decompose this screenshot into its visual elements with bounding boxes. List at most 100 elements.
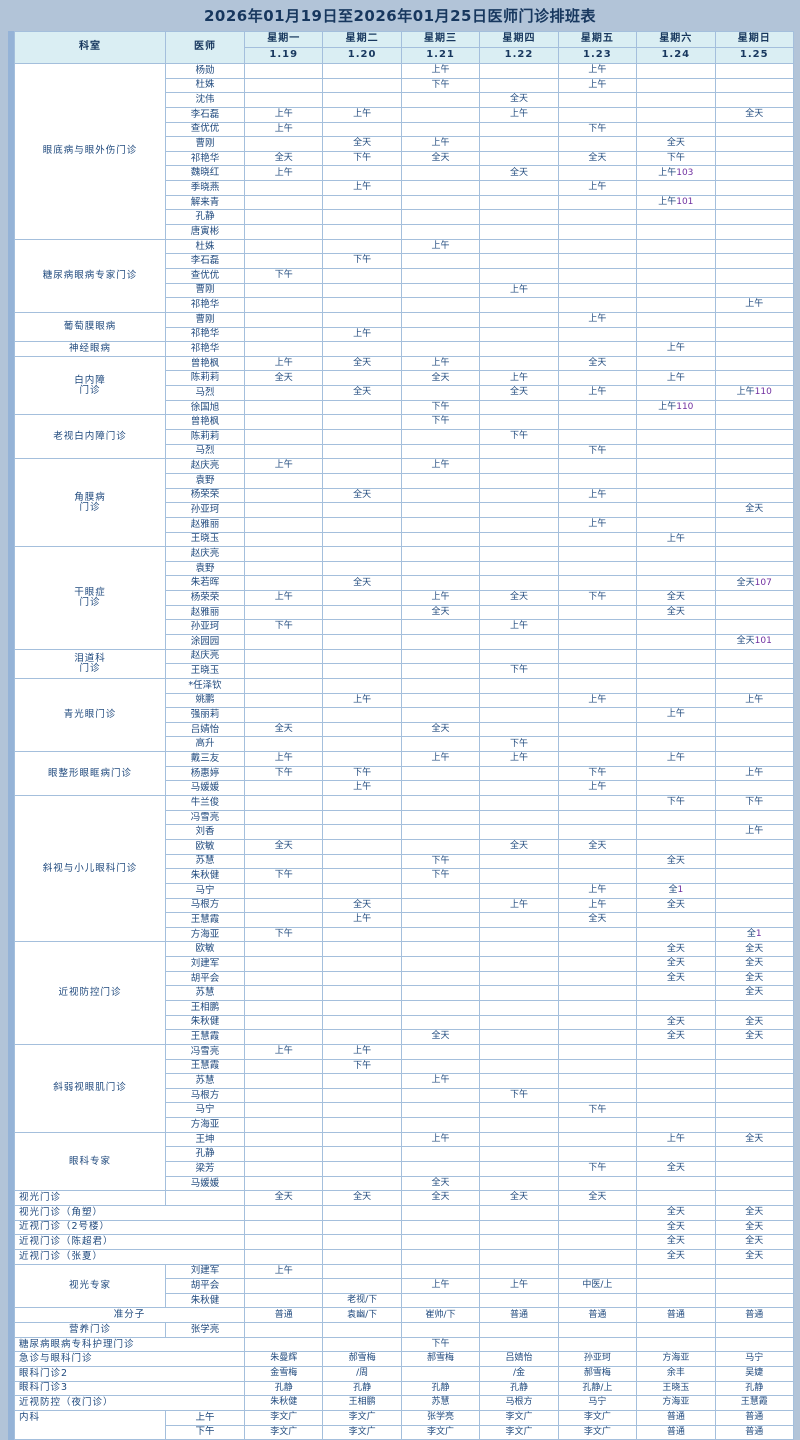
schedule-cell: [557, 136, 638, 152]
schedule-cell: [714, 487, 795, 504]
schedule-cell: 王相鹏: [322, 1395, 402, 1411]
schedule-cell: 全1: [636, 882, 716, 899]
schedule-cell: [243, 1102, 324, 1119]
schedule-cell: [636, 1146, 716, 1163]
schedule-cell: 全天: [714, 1204, 795, 1221]
schedule-cell: [400, 516, 481, 533]
schedule-cell: [243, 809, 324, 826]
schedule-cell: 下午: [636, 150, 716, 167]
doctor-cell: 马烈: [165, 443, 245, 460]
schedule-cell: [714, 1292, 795, 1309]
schedule-cell: [479, 1000, 559, 1016]
schedule-cell: 全天: [636, 1204, 716, 1221]
schedule-cell: [479, 1102, 559, 1119]
schedule-cell: [400, 1117, 481, 1133]
schedule-cell: [636, 838, 716, 855]
schedule-cell: 下午: [322, 253, 402, 269]
schedule-cell: [243, 1219, 324, 1236]
schedule-cell: 下午: [479, 1087, 559, 1104]
schedule-cell: [243, 1146, 324, 1163]
doctor-cell: 孙亚珂: [165, 619, 245, 635]
schedule-table: 科室 医师 星期一 星期二 星期三 星期四 星期五 星期六 星期日 1.19 1.20 1.21 1.2…: [14, 31, 795, 1440]
schedule-cell: 上午: [714, 692, 795, 709]
schedule-cell: [636, 121, 716, 138]
schedule-cell: [322, 970, 402, 987]
schedule-cell: [479, 985, 559, 1001]
schedule-cell: [479, 136, 559, 152]
dept-cell: 眼底病与眼外伤门诊: [14, 63, 166, 240]
doctor-cell: 刘建军: [165, 1263, 245, 1280]
schedule-cell: [322, 648, 402, 665]
schedule-cell: [557, 985, 638, 1001]
schedule-cell: [714, 546, 795, 562]
header-day-date: 1.20: [322, 47, 402, 64]
doctor-cell: 王晓玉: [165, 663, 245, 679]
table-row: 斜弱视眼肌门诊 冯雪亮 上午 上午: [14, 1043, 795, 1133]
doctor-cell: 解来青: [165, 194, 245, 211]
doctor-cell: 杜姝: [165, 77, 245, 94]
dept-cell: 神经眼病: [14, 341, 166, 357]
schedule-cell: [400, 707, 481, 723]
schedule-cell: [400, 106, 481, 123]
schedule-cell: [636, 1117, 716, 1133]
schedule-cell: [400, 1292, 481, 1309]
schedule-cell: [714, 180, 795, 196]
schedule-cell: 上午: [557, 780, 638, 797]
schedule-cell: [636, 780, 716, 797]
doctor-cell: 马宁: [165, 1102, 245, 1119]
header-day-name: 星期五: [557, 31, 638, 48]
doctor-cell: 查优优: [165, 121, 245, 138]
doctor-cell: 赵庆亮: [165, 648, 245, 665]
schedule-cell: 下午: [243, 868, 324, 884]
schedule-cell: [243, 853, 324, 870]
doctor-cell: 沈伟: [165, 92, 245, 108]
schedule-cell: 全天: [636, 1014, 716, 1031]
page-title: 2026年01月19日至2026年01月25日医师门诊排班表: [204, 7, 596, 25]
schedule-cell: 全天: [714, 1248, 795, 1265]
doctor-cell: 冯雪亮: [165, 809, 245, 826]
dept-cell: 近视防控门诊: [14, 941, 166, 1045]
schedule-cell: [400, 180, 481, 196]
schedule-cell: 普通: [636, 1409, 716, 1426]
schedule-cell: 孔静/上: [557, 1380, 638, 1397]
schedule-cell: 全天: [714, 985, 795, 1001]
schedule-cell: [714, 194, 795, 211]
schedule-cell: [243, 77, 324, 94]
schedule-cell: 下午: [557, 765, 638, 782]
schedule-cell: [400, 780, 481, 797]
schedule-cell: 上午101: [636, 194, 716, 211]
dept-cell: 眼科门诊2: [14, 1366, 245, 1382]
doctor-cell: 袁野: [165, 472, 245, 489]
schedule-cell: [557, 92, 638, 108]
doctor-cell: 赵雅丽: [165, 516, 245, 533]
schedule-cell: [322, 882, 402, 899]
schedule-cell: 全天: [479, 1190, 559, 1206]
schedule-cell: [400, 1014, 481, 1031]
schedule-cell: [557, 721, 638, 738]
header-day-name: 星期一: [243, 31, 324, 48]
schedule-cell: 上午: [243, 1043, 324, 1060]
schedule-cell: [243, 487, 324, 504]
schedule-cell: [714, 92, 795, 108]
schedule-cell: [714, 399, 795, 416]
schedule-cell: 上午: [322, 780, 402, 797]
schedule-cell: [714, 77, 795, 94]
schedule-cell: [243, 1131, 324, 1148]
schedule-cell: [479, 546, 559, 562]
doctor-cell: 苏慧: [165, 985, 245, 1001]
dept-cell: 急诊与眼科门诊: [14, 1351, 245, 1368]
dept-cell: 视光门诊（角塑）: [14, 1204, 245, 1221]
schedule-cell: [479, 1234, 559, 1250]
doctor-cell: 胡平会: [165, 970, 245, 987]
schedule-cell: [400, 546, 481, 562]
schedule-cell: [400, 1058, 481, 1075]
schedule-cell: [714, 853, 795, 870]
table-row: 刘香 上午: [15, 824, 795, 840]
schedule-cell: [243, 1014, 324, 1031]
schedule-cell: 孔静: [243, 1380, 324, 1397]
schedule-cell: [243, 253, 324, 269]
schedule-cell: 上午: [557, 692, 638, 709]
schedule-cell: [322, 472, 402, 489]
table-row: 高升 下午: [15, 736, 795, 753]
table-row: 近视防控门诊 欧敏 全天 全天: [14, 941, 795, 1045]
